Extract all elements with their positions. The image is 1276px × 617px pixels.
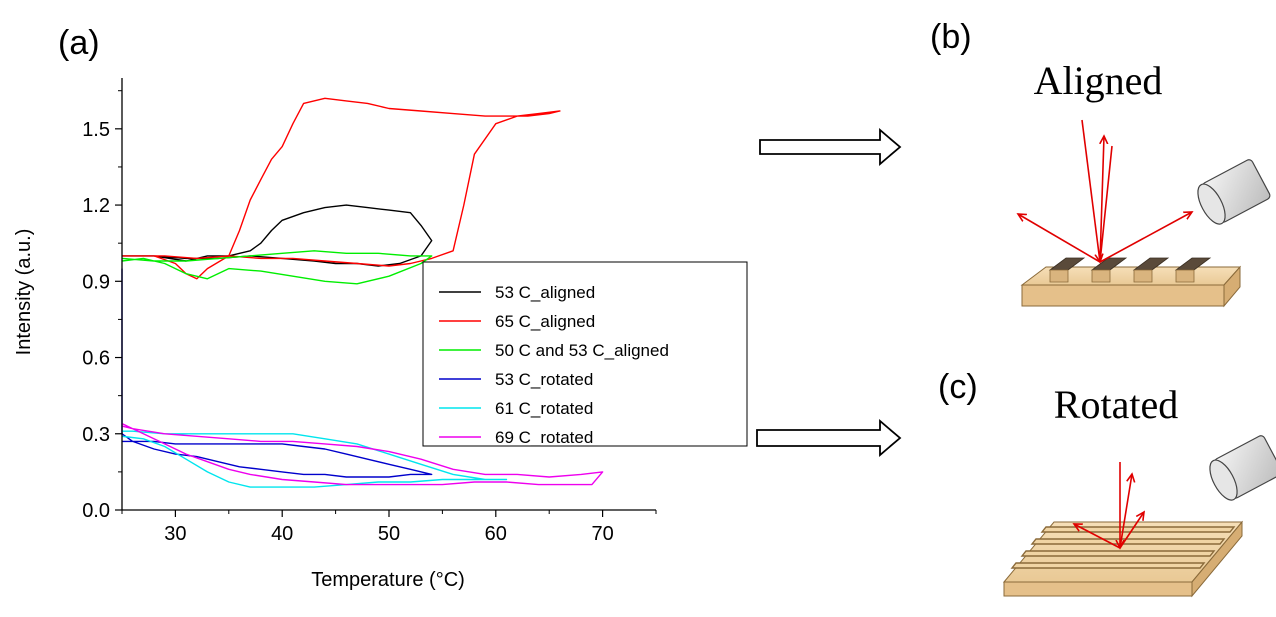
- caption-aligned: Aligned: [1034, 58, 1163, 103]
- series-line-4: [121, 268, 433, 478]
- intensity-chart: 30 40 50 60 70 0.0 0.3 0.6 0.9 1.2 1.5 Intensity (…: [13, 78, 748, 591]
- series-line-3: [121, 250, 433, 285]
- series-line-5: [121, 430, 508, 488]
- x-axis-title: Temperature (°C): [311, 569, 465, 591]
- y-tick-label: 0.9: [82, 271, 110, 293]
- y-axis-title: Intensity (a.u.): [13, 229, 35, 356]
- x-tick-label: 60: [485, 523, 507, 545]
- panel-label-a: (a): [58, 24, 100, 62]
- x-tick-label: 50: [378, 523, 400, 545]
- legend-entry: 53 C_rotated: [495, 370, 593, 389]
- rotated-grating-illustration: [1002, 435, 1276, 598]
- arrow-to-aligned-icon: [759, 128, 902, 166]
- y-tick-label: 0.3: [82, 424, 110, 446]
- legend-entry: 53 C_aligned: [495, 283, 595, 302]
- y-tick-label: 0.6: [82, 348, 110, 370]
- panel-label-c: (c): [938, 368, 978, 406]
- x-tick-label: 40: [271, 523, 293, 545]
- chart-legend: 53 C_aligned 65 C_aligned 50 C and 53 C_al…: [422, 261, 748, 447]
- series-line-2: [122, 97, 561, 280]
- legend-entry: 61 C_rotated: [495, 399, 593, 418]
- y-tick-label: 1.5: [82, 119, 110, 141]
- y-tick-label: 1.2: [82, 195, 110, 217]
- series-line-1: [122, 204, 433, 267]
- x-tick-label: 70: [591, 523, 613, 545]
- legend-entry: 69 C_rotated: [495, 428, 593, 447]
- aligned-grating-illustration: [1018, 119, 1271, 308]
- arrow-to-rotated-icon: [756, 419, 902, 457]
- series-line-6: [121, 422, 604, 486]
- legend-entry: 50 C and 53 C_aligned: [495, 341, 669, 360]
- legend-entry: 65 C_aligned: [495, 312, 595, 331]
- x-tick-label: 30: [164, 523, 186, 545]
- y-tick-label: 0.0: [82, 500, 110, 522]
- caption-rotated: Rotated: [1054, 382, 1178, 427]
- chart-axes: 30 40 50 60 70 0.0 0.3 0.6 0.9 1.2 1.5: [82, 78, 657, 545]
- plot-lines: [121, 97, 604, 488]
- panel-label-b: (b): [930, 18, 972, 56]
